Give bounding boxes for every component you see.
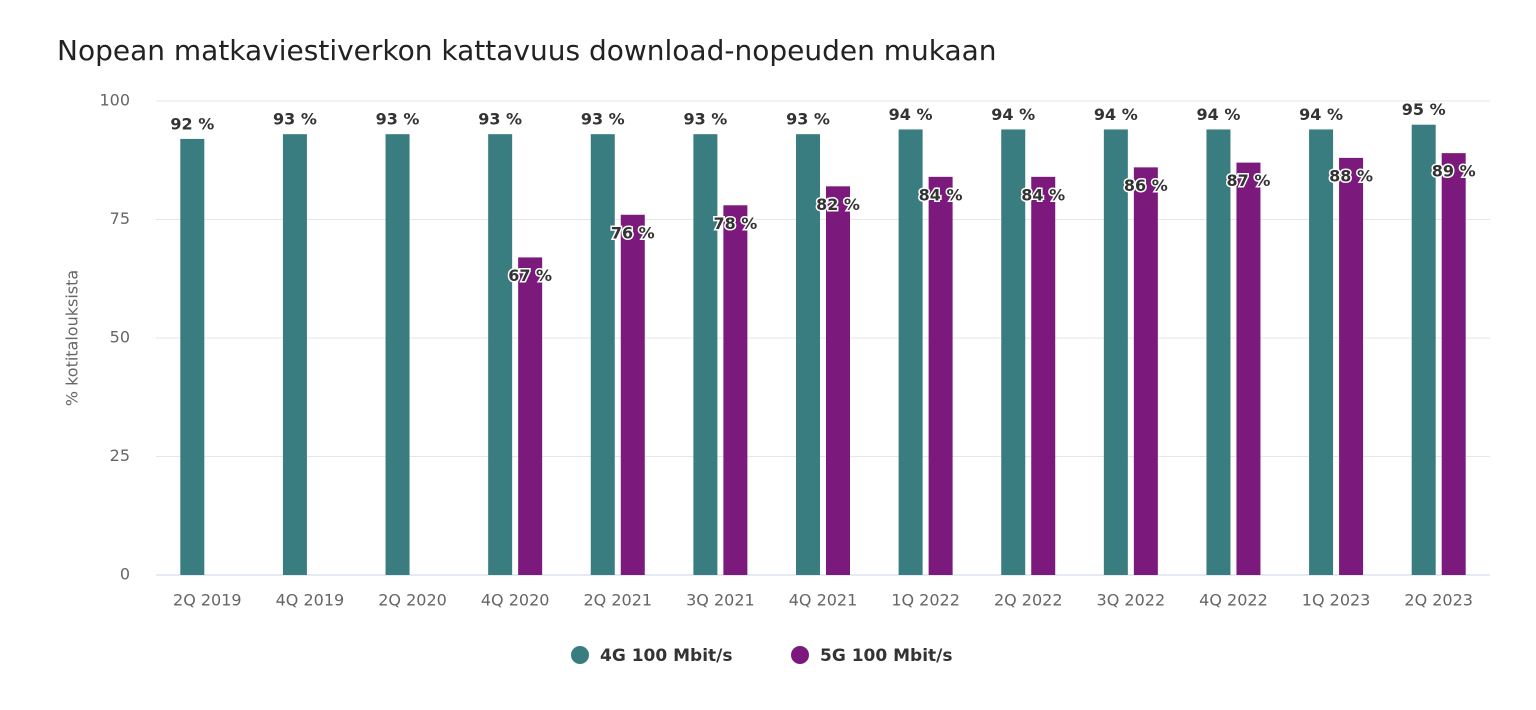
legend-label: 4G 100 Mbit/s xyxy=(600,646,732,666)
x-tick-label: 3Q 2021 xyxy=(686,591,755,610)
data-label: 93 % xyxy=(581,110,625,129)
y-tick-label: 50 xyxy=(110,328,130,347)
y-tick-label: 25 xyxy=(110,446,130,465)
bar xyxy=(1031,176,1056,575)
data-label: 95 % xyxy=(1402,100,1446,119)
bar xyxy=(928,176,953,575)
x-tick-label: 4Q 2022 xyxy=(1199,591,1268,610)
legend-marker xyxy=(791,646,809,664)
data-label: 92 % xyxy=(170,114,214,133)
data-label: 94 % xyxy=(991,105,1035,124)
data-label: 67 % xyxy=(508,266,552,285)
bar xyxy=(282,134,307,575)
data-label: 94 % xyxy=(1299,105,1343,124)
bar xyxy=(1206,129,1231,575)
legend-label: 5G 100 Mbit/s xyxy=(820,646,952,666)
bar xyxy=(1441,153,1466,575)
bar xyxy=(693,134,718,575)
data-label: 78 % xyxy=(713,214,757,233)
bar xyxy=(1236,162,1261,575)
bar xyxy=(1411,124,1436,575)
data-label: 93 % xyxy=(786,110,830,129)
bar xyxy=(1001,129,1026,575)
bar xyxy=(180,138,205,576)
bar xyxy=(898,129,923,575)
x-tick-label: 3Q 2022 xyxy=(1097,591,1166,610)
bar xyxy=(1309,129,1334,575)
x-tick-label: 4Q 2019 xyxy=(276,591,345,610)
data-label: 87 % xyxy=(1227,171,1271,190)
x-tick-label: 2Q 2020 xyxy=(378,591,447,610)
bar xyxy=(385,134,410,575)
x-tick-label: 2Q 2021 xyxy=(583,591,652,610)
chart-title: Nopean matkaviestiverkon kattavuus downl… xyxy=(57,34,997,67)
data-label: 88 % xyxy=(1329,166,1373,185)
x-tick-label: 2Q 2023 xyxy=(1404,591,1473,610)
data-label: 94 % xyxy=(1197,105,1241,124)
x-tick-label: 4Q 2020 xyxy=(481,591,550,610)
bar xyxy=(796,134,820,575)
x-tick-label: 4Q 2021 xyxy=(789,591,858,610)
bar xyxy=(1103,129,1128,575)
x-tick-label: 1Q 2023 xyxy=(1302,591,1371,610)
data-label: 93 % xyxy=(478,110,522,129)
bar xyxy=(1133,167,1158,576)
data-label: 86 % xyxy=(1124,176,1168,195)
y-tick-label: 0 xyxy=(120,565,130,584)
bar xyxy=(620,214,645,575)
bar xyxy=(1339,157,1364,575)
data-label: 94 % xyxy=(1094,105,1138,124)
legend-marker xyxy=(571,646,589,664)
bar xyxy=(590,134,615,575)
bar xyxy=(488,134,513,575)
bar xyxy=(723,205,748,575)
y-tick-label: 75 xyxy=(110,209,130,228)
y-axis-label: % kotitalouksista xyxy=(63,270,82,406)
data-label: 93 % xyxy=(376,110,420,129)
data-label: 94 % xyxy=(889,105,933,124)
y-tick-label: 100 xyxy=(99,91,130,110)
x-tick-label: 1Q 2022 xyxy=(891,591,960,610)
data-label: 93 % xyxy=(683,110,727,129)
bar xyxy=(826,186,850,575)
data-label: 93 % xyxy=(273,110,317,129)
data-label: 82 % xyxy=(816,195,860,214)
data-label: 84 % xyxy=(1021,185,1065,204)
x-tick-label: 2Q 2022 xyxy=(994,591,1063,610)
x-tick-label: 2Q 2019 xyxy=(173,591,242,610)
bar xyxy=(518,257,543,575)
data-label: 84 % xyxy=(919,185,963,204)
data-label: 89 % xyxy=(1432,162,1476,181)
data-label: 76 % xyxy=(611,223,655,242)
